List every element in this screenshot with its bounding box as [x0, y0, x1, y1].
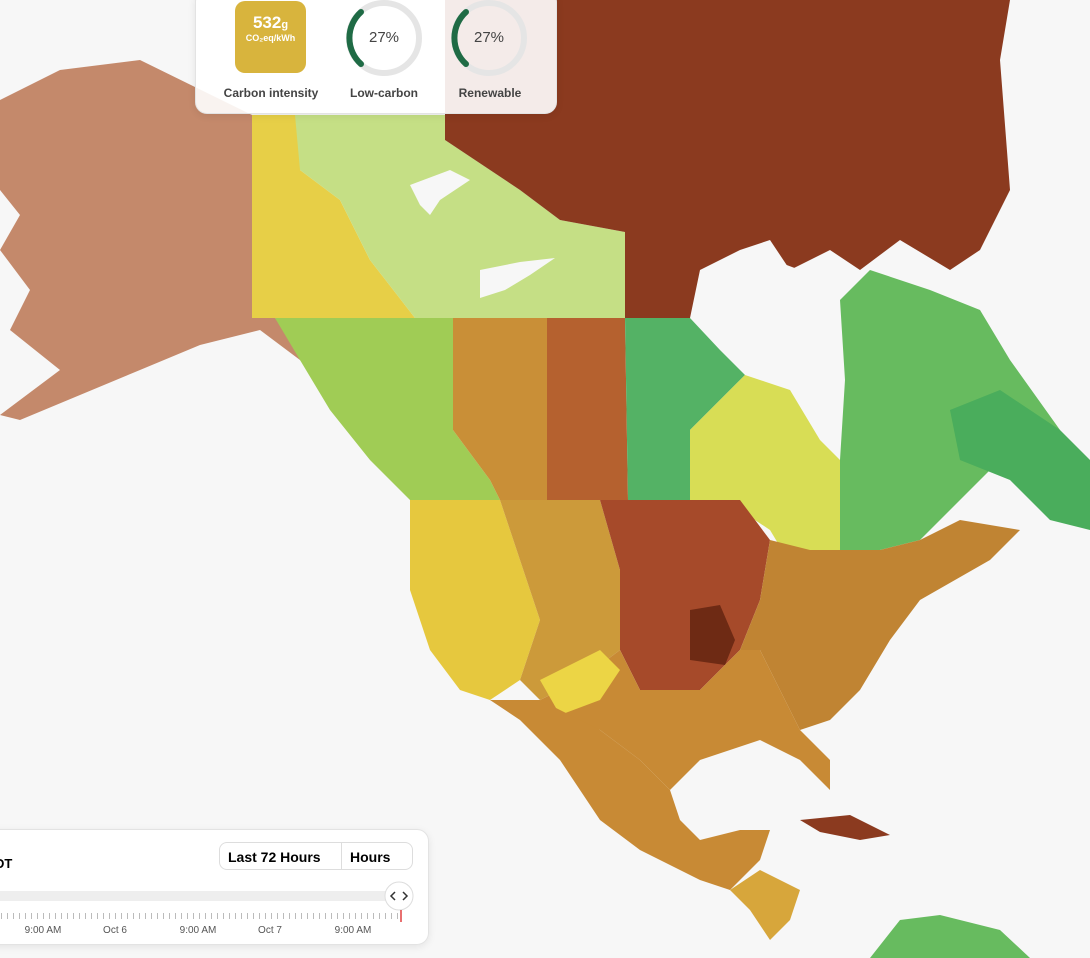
region-alberta[interactable]: [453, 318, 547, 500]
region-yukon[interactable]: [252, 115, 415, 318]
region-mexico[interactable]: [490, 700, 770, 890]
track: [0, 891, 391, 901]
region-nwt[interactable]: [295, 115, 625, 318]
carbon-intensity-box: 532g CO₂eq/kWh: [235, 1, 306, 73]
intensity-unit: g: [281, 19, 289, 31]
region-south-america[interactable]: [870, 915, 1030, 958]
hudson-bay: [695, 255, 845, 440]
intensity-value: 532g: [235, 13, 306, 33]
slider-handle[interactable]: [384, 881, 414, 911]
gauge-label: Renewable: [458, 86, 522, 100]
region-manitoba[interactable]: [625, 318, 745, 500]
region-atlantic[interactable]: [950, 390, 1090, 530]
region-cuba[interactable]: [800, 815, 890, 840]
intensity-subunit: CO₂eq/kWh: [245, 33, 296, 43]
resolution-select[interactable]: Hours: [341, 842, 413, 870]
handle-icon: [389, 891, 409, 901]
region-ontario[interactable]: [690, 375, 880, 590]
region-us-dark[interactable]: [690, 605, 735, 665]
region-us-mountain[interactable]: [500, 500, 620, 700]
region-central-america[interactable]: [730, 870, 800, 940]
summary-panel: 532g CO₂eq/kWh Carbon intensity 27% 27% …: [195, 0, 557, 114]
gauge-value: 27%: [368, 29, 400, 46]
region-nunavut[interactable]: [445, 0, 1010, 318]
region-us-east[interactable]: [740, 520, 1020, 730]
lake: [410, 170, 555, 298]
gauge-arc: [451, 9, 469, 67]
gauges: [346, 0, 527, 76]
region-us-south[interactable]: [540, 650, 830, 790]
region-us-yellow[interactable]: [540, 650, 620, 715]
intensity-number: 532: [252, 13, 282, 32]
intensity-label: Carbon intensity: [223, 86, 319, 100]
region-saskatchewan[interactable]: [547, 318, 628, 500]
tick-label: 9:00 AM: [179, 925, 217, 936]
range-select[interactable]: Last 72 Hours: [219, 842, 342, 870]
gauge-arc: [346, 9, 364, 67]
region-us-west[interactable]: [410, 500, 540, 700]
region-bc[interactable]: [275, 318, 500, 500]
timeline-track: [0, 881, 414, 922]
tick-label: Oct 7: [258, 925, 282, 936]
tick-label: 9:00 AM: [24, 925, 62, 936]
timezone: DT: [0, 856, 13, 871]
timeline-panel: DT Last 72 Hours Hours 9:00 AM Oct 6 9:0…: [0, 829, 429, 945]
tick-label: 9:00 AM: [334, 925, 372, 936]
gauge-value: 27%: [473, 29, 505, 46]
tick-label: Oct 6: [103, 925, 127, 936]
region-alaska[interactable]: [0, 60, 330, 420]
gauge-label: Low-carbon: [350, 86, 418, 100]
